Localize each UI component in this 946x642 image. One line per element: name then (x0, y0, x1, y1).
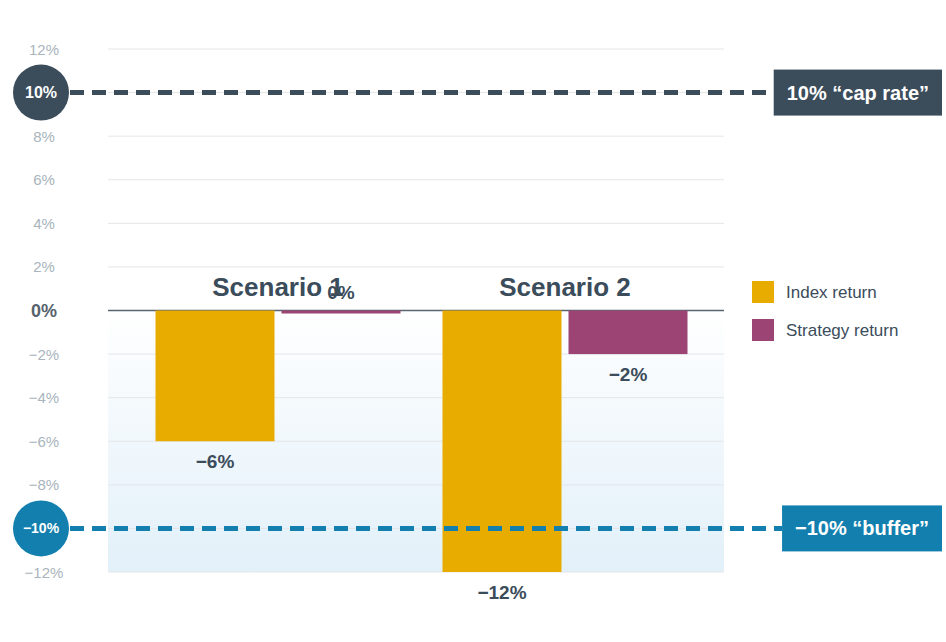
data-labels: −6%0%−12%−2% (196, 282, 648, 603)
annotation-box (774, 70, 942, 116)
tick-label: 6% (33, 171, 55, 188)
tick-label: −12% (25, 564, 64, 581)
tick-label: −6% (29, 433, 59, 450)
grid-line (108, 136, 724, 137)
data-label: −2% (609, 364, 648, 385)
tick-label: −10% (23, 520, 60, 536)
category-label: Scenario 2 (499, 272, 631, 302)
annotation-line (70, 526, 782, 531)
category-label: Scenario 1 (212, 272, 344, 302)
tick-label: 0% (31, 301, 57, 321)
legend-swatch (752, 319, 774, 341)
grid-line (108, 572, 724, 573)
data-label: −6% (196, 451, 235, 472)
bar (156, 311, 275, 442)
annotation-label: −10% “buffer” (795, 517, 929, 539)
legend-label: Index return (786, 283, 877, 302)
tick-label: 8% (33, 128, 55, 145)
tick-label: −4% (29, 389, 59, 406)
tick-label: 2% (33, 258, 55, 275)
grid-line (108, 49, 724, 50)
legend-label: Strategy return (786, 321, 898, 340)
bar (443, 311, 562, 573)
chart-svg: −12%−10%−8%−6%−4%−2%0%2%4%6%8%10%12%−6%0… (0, 0, 946, 642)
below-zero-shade (108, 311, 724, 573)
annotation-line (70, 90, 774, 95)
grid-line (108, 266, 724, 267)
bars (156, 311, 688, 573)
grid-line (108, 179, 724, 180)
annotation-box (782, 505, 942, 551)
data-label: −12% (477, 582, 526, 603)
bar (569, 311, 688, 355)
tick-label: −2% (29, 346, 59, 363)
annotation: 10% “cap rate” (70, 70, 942, 116)
bar (282, 311, 401, 314)
annotation-label: 10% “cap rate” (787, 82, 929, 104)
grid-line (108, 484, 724, 485)
tick-label: 10% (25, 84, 57, 101)
grid-line (108, 223, 724, 224)
tick-label: 12% (29, 41, 59, 58)
tick-badge (13, 500, 69, 556)
legend-swatch (752, 281, 774, 303)
annotation: −10% “buffer” (70, 505, 942, 551)
tick-badge (13, 65, 69, 121)
tick-label: 4% (33, 215, 55, 232)
legend: Index return Strategy return (752, 281, 898, 341)
chart-container: −12%−10%−8%−6%−4%−2%0%2%4%6%8%10%12%−6%0… (0, 0, 946, 642)
tick-label: −8% (29, 476, 59, 493)
